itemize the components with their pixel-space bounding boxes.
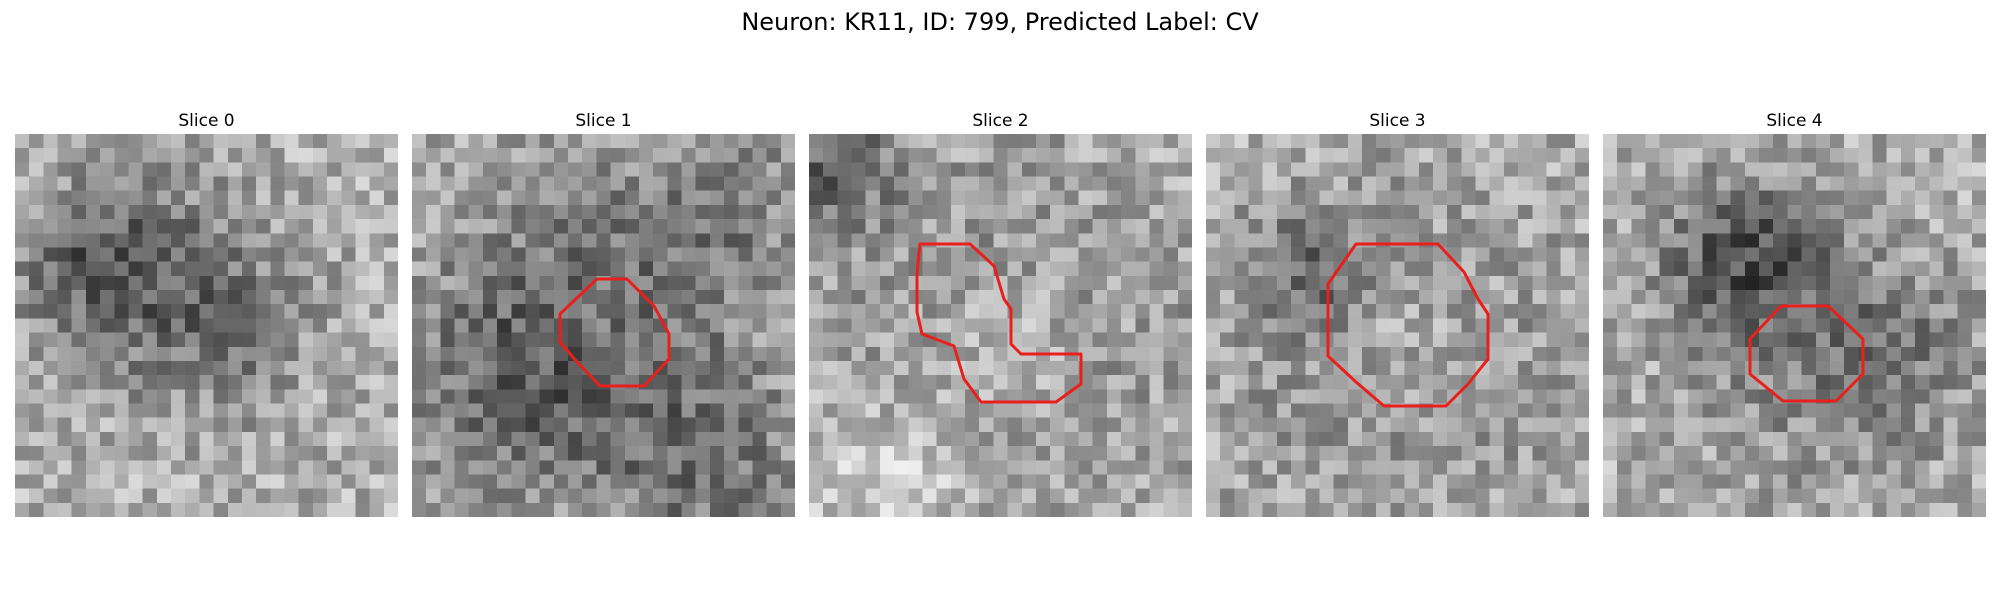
slice-title: Slice 0 — [178, 111, 235, 131]
slice-panel-0: Slice 0 — [15, 108, 398, 517]
slice-image-frame — [412, 134, 795, 517]
vesicle-contour — [1326, 242, 1490, 408]
vesicle-contour — [558, 277, 671, 388]
slice-title: Slice 4 — [1766, 111, 1823, 131]
contour-overlay — [1748, 304, 1865, 403]
slice-panel-4: Slice 4 — [1603, 108, 1986, 517]
figure-title: Neuron: KR11, ID: 799, Predicted Label: … — [741, 8, 1259, 36]
slice-panel-2: Slice 2 — [809, 108, 1192, 517]
slice-panel-3: Slice 3 — [1206, 108, 1589, 517]
slice-title: Slice 1 — [575, 111, 632, 131]
contour-overlay — [915, 242, 1083, 404]
slice-panel-1: Slice 1 — [412, 108, 795, 517]
slice-image — [15, 134, 398, 517]
slice-image — [1206, 134, 1589, 517]
vesicle-contour — [915, 242, 1083, 404]
contour-overlay — [1326, 242, 1490, 408]
slice-image — [1603, 134, 1986, 517]
slice-title: Slice 3 — [1369, 111, 1426, 131]
slice-image — [809, 134, 1192, 517]
slice-image-frame — [15, 134, 398, 517]
slice-image-frame — [1206, 134, 1589, 517]
slice-title: Slice 2 — [972, 111, 1029, 131]
slice-image-frame — [1603, 134, 1986, 517]
contour-overlay — [558, 277, 671, 388]
vesicle-contour — [1748, 304, 1865, 403]
slice-image-frame — [809, 134, 1192, 517]
contour-overlay — [15, 134, 398, 517]
slice-image — [412, 134, 795, 517]
